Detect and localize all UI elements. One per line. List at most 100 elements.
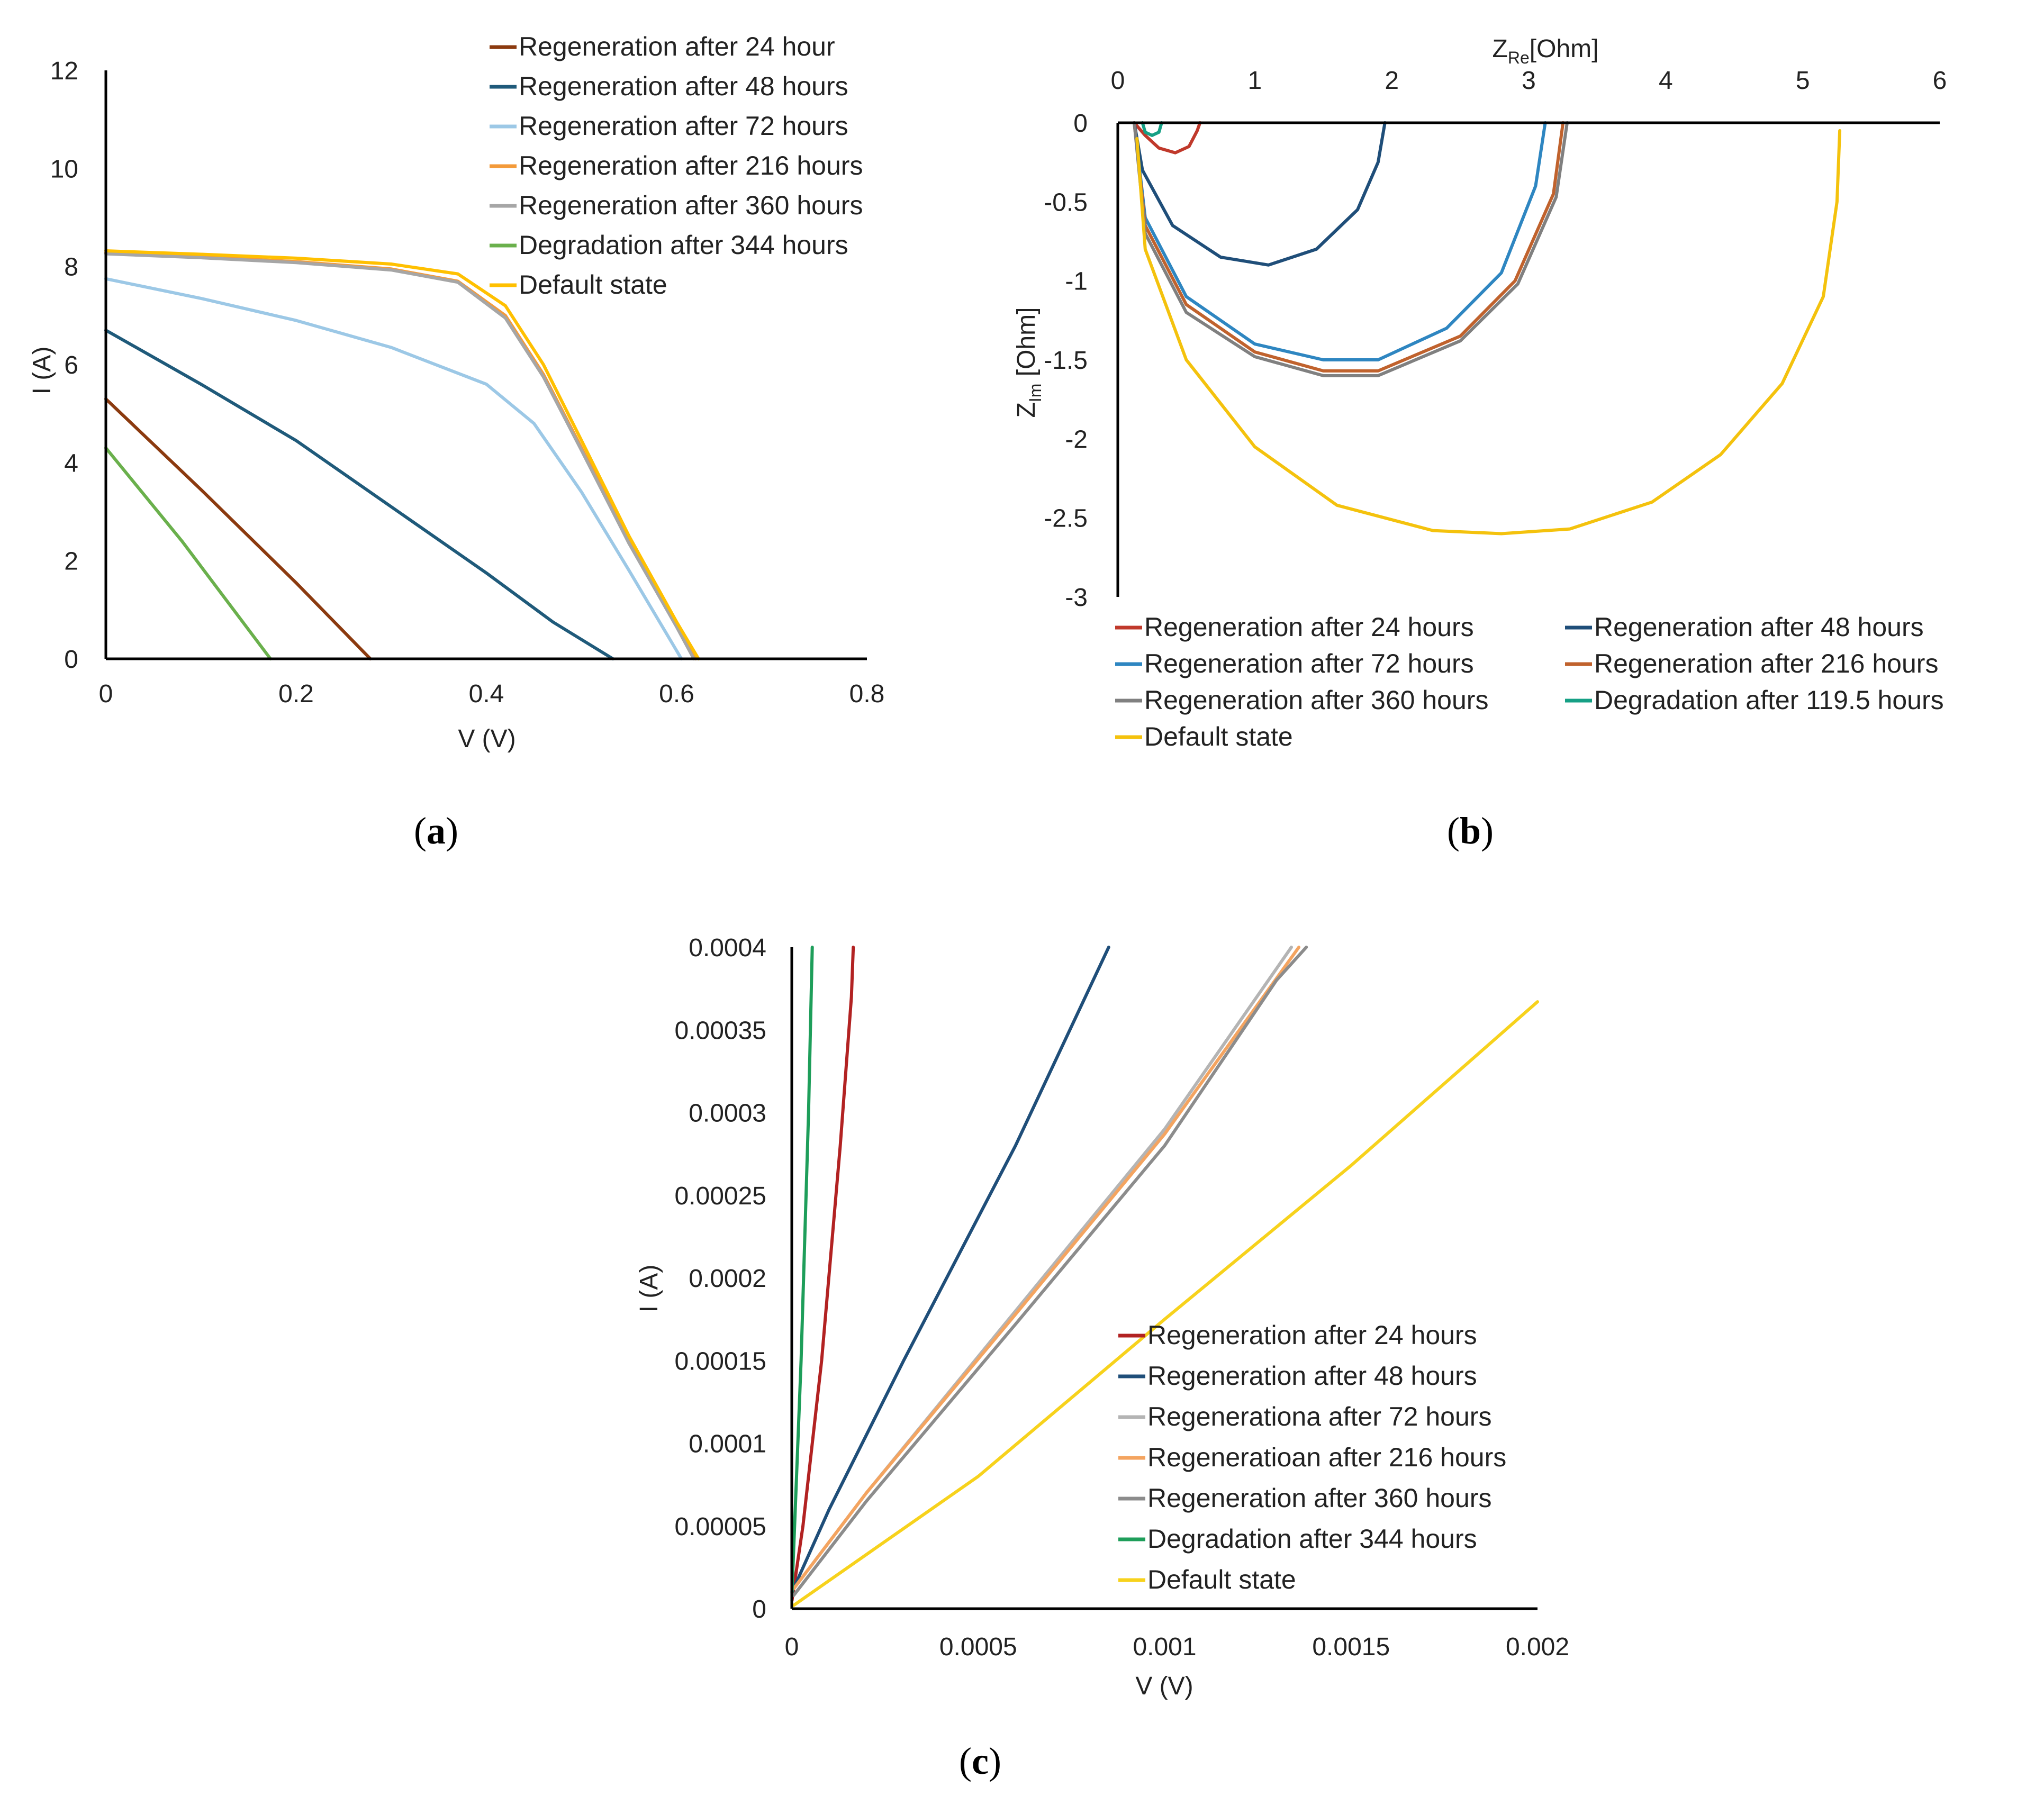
panel-b-series-6-line bbox=[1135, 129, 1842, 536]
panel-a-x-tick-label: 0.2 bbox=[278, 680, 314, 708]
panel-b-x-tick-label: 3 bbox=[1522, 67, 1536, 95]
panel-c-x-axis-label: V (V) bbox=[1135, 1672, 1193, 1700]
panel-c-series-4-line bbox=[792, 946, 1308, 1597]
panel-b-series-3-line bbox=[1133, 121, 1565, 373]
panel-a-legend: Regeneration after 24 hour Regeneration a… bbox=[490, 32, 863, 300]
panel-c-y-tick-label: 0.00015 bbox=[674, 1347, 766, 1375]
panel-c-y-tick-label: 0.00035 bbox=[674, 1017, 766, 1045]
panel-a-series-1-line bbox=[104, 329, 615, 660]
panel-c-series-1-line bbox=[790, 946, 1110, 1594]
panel-a-legend-label: Regeneration after 360 hours bbox=[519, 191, 863, 220]
panel-c-y-axis-label: I (A) bbox=[635, 1265, 663, 1313]
panel-a-x-tick-label: 0 bbox=[99, 680, 113, 708]
panel-c-legend-label: Default state bbox=[1147, 1565, 1296, 1594]
panel-a-series-3-line bbox=[104, 251, 698, 660]
panel-c-legend-label: Regeneration after 24 hours bbox=[1147, 1320, 1477, 1350]
panel-b-y-tick-label: -1 bbox=[1065, 268, 1088, 296]
panel-c-y-tick-label: 0.0004 bbox=[689, 934, 766, 962]
panel-c-series-5-line bbox=[790, 946, 814, 1594]
panel-b-legend-label: Regeneration after 360 hours bbox=[1144, 685, 1488, 715]
panel-a-x-axis-label: V (V) bbox=[458, 725, 515, 753]
panel-b-x-tick-label: 0 bbox=[1111, 67, 1125, 95]
panel-a-legend-label: Regeneration after 48 hours bbox=[519, 71, 848, 101]
panel-b-y-tick-label: 0 bbox=[1073, 110, 1088, 138]
panel-c-series-3-line bbox=[792, 946, 1301, 1591]
panel-c-caption: (c) bbox=[959, 1740, 1001, 1782]
panel-b-x-ticks: 0 1 2 3 4 5 6 bbox=[1111, 67, 1947, 95]
panel-b-legend-label: Degradation after 119.5 hours bbox=[1594, 685, 1944, 715]
panel-c-y-tick-label: 0.0002 bbox=[689, 1265, 766, 1293]
panel-c-legend-label: Regeneratioan after 216 hours bbox=[1147, 1443, 1506, 1472]
panel-b-x-axis-label: ZRe[Ohm] bbox=[1493, 35, 1599, 67]
panel-b-y-tick-label: -1.5 bbox=[1044, 347, 1088, 375]
panel-b-legend: Regeneration after 24 hours Regeneration … bbox=[1115, 612, 1944, 751]
panel-b: 0 1 2 3 4 5 6 0 -0.5 -1 -1.5 -2 -2.5 -3 ZRe[Ohm] ZIm… bbox=[1012, 35, 1947, 852]
panel-a-series bbox=[104, 249, 700, 660]
panel-b-series-5-line bbox=[1141, 121, 1163, 137]
panel-a-series-6-line bbox=[104, 249, 700, 660]
panel-c: 0 0.0005 0.001 0.0015 0.002 0 0.00005 0.0001 0.… bbox=[635, 934, 1569, 1782]
panel-a-y-tick-label: 8 bbox=[64, 253, 78, 282]
panel-c-y-ticks: 0 0.00005 0.0001 0.00015 0.0002 0.00025 0.0003… bbox=[674, 934, 766, 1623]
panel-a-legend-label: Regeneration after 24 hour bbox=[519, 32, 835, 61]
panel-b-y-tick-label: -0.5 bbox=[1044, 188, 1088, 216]
panel-a-y-tick-label: 12 bbox=[50, 57, 78, 85]
panel-b-axes bbox=[1116, 121, 1940, 597]
panel-c-series-6-line bbox=[792, 1000, 1539, 1607]
panel-b-legend-label: Regeneration after 24 hours bbox=[1144, 612, 1474, 642]
panel-b-series-4-line bbox=[1133, 121, 1569, 377]
panel-a-y-tick-label: 6 bbox=[64, 351, 78, 379]
panel-a-axes bbox=[104, 70, 867, 660]
panel-a-y-ticks: 0 2 4 6 8 10 12 bbox=[50, 57, 78, 674]
panel-b-y-tick-label: -2 bbox=[1065, 425, 1088, 453]
panel-a-legend-label: Degradation after 344 hours bbox=[519, 230, 848, 260]
panel-c-x-tick-label: 0.002 bbox=[1506, 1633, 1569, 1661]
panel-c-y-tick-label: 0.0003 bbox=[689, 1100, 766, 1128]
panel-a-x-ticks: 0 0.2 0.4 0.6 0.8 bbox=[99, 680, 885, 708]
panel-c-y-tick-label: 0.00025 bbox=[674, 1182, 766, 1210]
panel-c-series-0-line bbox=[790, 946, 855, 1602]
panel-a-x-tick-label: 0.6 bbox=[659, 680, 694, 708]
panel-c-axes bbox=[790, 947, 1537, 1610]
panel-a-y-tick-label: 10 bbox=[50, 155, 78, 183]
panel-a-caption: (a) bbox=[414, 810, 458, 852]
panel-c-y-tick-label: 0.00005 bbox=[674, 1513, 766, 1541]
panel-b-legend-label: Regeneration after 48 hours bbox=[1594, 612, 1924, 642]
panel-b-x-tick-label: 1 bbox=[1247, 67, 1262, 95]
panel-c-legend-label: Regenerationa after 72 hours bbox=[1147, 1402, 1491, 1431]
panel-a-y-tick-label: 2 bbox=[64, 548, 78, 576]
panel-a-x-tick-label: 0.4 bbox=[469, 680, 504, 708]
panel-c-x-tick-label: 0 bbox=[785, 1633, 799, 1661]
panel-a-series-2-line bbox=[104, 277, 683, 660]
panel-c-legend-label: Degradation after 344 hours bbox=[1147, 1524, 1477, 1554]
panel-a-y-tick-label: 0 bbox=[64, 646, 78, 674]
panel-c-legend: Regeneration after 24 hours Regeneration … bbox=[1118, 1320, 1506, 1594]
panel-b-caption: (b) bbox=[1447, 810, 1494, 852]
panel-c-x-tick-label: 0.0005 bbox=[939, 1633, 1017, 1661]
panel-b-series-0-line bbox=[1133, 121, 1202, 155]
panel-c-y-tick-label: 0 bbox=[752, 1595, 766, 1623]
panel-b-y-ticks: 0 -0.5 -1 -1.5 -2 -2.5 -3 bbox=[1044, 110, 1088, 612]
panel-a-caption-letter: a bbox=[427, 810, 446, 852]
panel-b-y-axis-label: ZIm [Ohm] bbox=[1012, 307, 1045, 418]
panel-c-legend-label: Regeneration after 360 hours bbox=[1147, 1483, 1491, 1513]
panel-a-legend-label: Regeneration after 72 hours bbox=[519, 111, 848, 141]
panel-b-y-tick-label: -2.5 bbox=[1044, 505, 1088, 533]
panel-a-series-0-line bbox=[104, 397, 372, 660]
panel-b-caption-letter: b bbox=[1460, 810, 1481, 852]
panel-a-x-tick-label: 0.8 bbox=[849, 680, 885, 708]
panel-b-legend-label: Regeneration after 72 hours bbox=[1144, 649, 1474, 678]
panel-b-legend-label: Regeneration after 216 hours bbox=[1594, 649, 1938, 678]
panel-c-x-ticks: 0 0.0005 0.001 0.0015 0.002 bbox=[785, 1633, 1569, 1661]
panel-a-legend-label: Default state bbox=[519, 270, 667, 300]
panel-a-y-axis-label: I (A) bbox=[28, 347, 56, 395]
panel-b-x-tick-label: 4 bbox=[1659, 67, 1673, 95]
panel-b-series bbox=[1133, 121, 1842, 536]
panel-c-series bbox=[790, 946, 1539, 1607]
panel-b-series-2-line bbox=[1133, 121, 1547, 361]
panel-c-caption-letter: c bbox=[972, 1740, 989, 1782]
panel-a-legend-label: Regeneration after 216 hours bbox=[519, 151, 863, 180]
panel-b-x-tick-label: 2 bbox=[1385, 67, 1399, 95]
panel-b-y-tick-label: -3 bbox=[1065, 584, 1088, 612]
